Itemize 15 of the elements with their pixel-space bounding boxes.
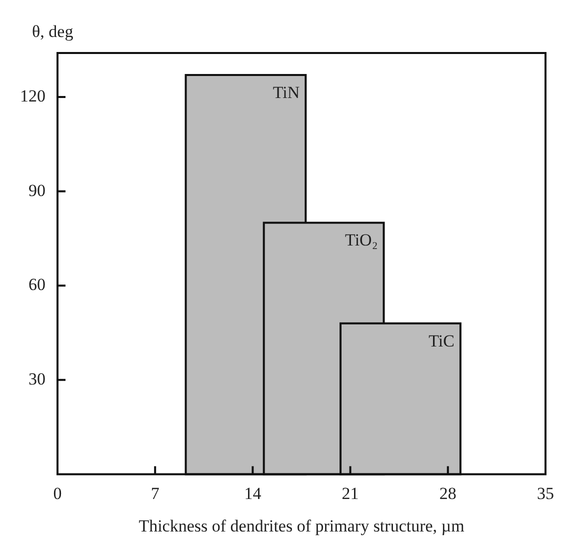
x-tick-label: 28: [439, 484, 456, 503]
y-tick-label: 90: [28, 180, 46, 200]
y-tick-label: 30: [28, 369, 46, 388]
x-tick-label: 14: [244, 484, 262, 503]
x-tick-label: 7: [150, 484, 160, 503]
series-label: TiN: [272, 82, 300, 102]
y-axis-title: θ, deg: [32, 22, 74, 41]
x-tick-label: 35: [537, 484, 554, 503]
y-tick-label: 60: [28, 275, 46, 294]
x-tick-label: 21: [342, 484, 359, 503]
x-axis-title: Thickness of dendrites of primary structure, µm: [138, 516, 464, 536]
y-tick-label: 120: [20, 86, 46, 106]
x-tick-label: 0: [53, 484, 62, 503]
series-label: TiO₂: [345, 230, 378, 250]
series-label: TiC: [428, 331, 454, 350]
